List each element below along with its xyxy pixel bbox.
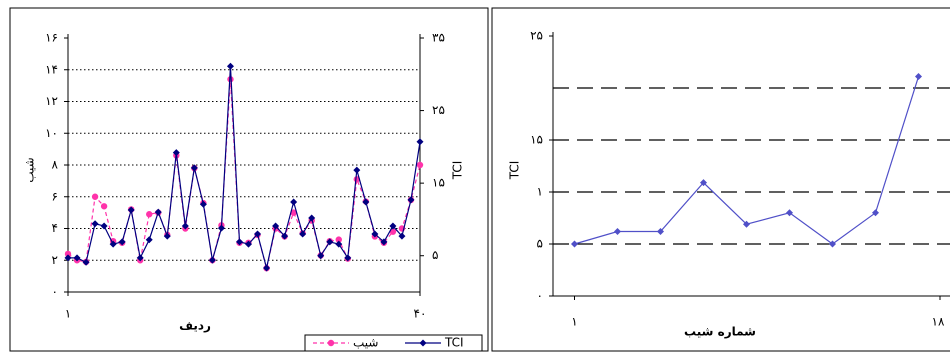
x-tick-label: ۱۸ [932,315,945,329]
point [700,179,707,187]
y-tick-label: ۲ [52,253,58,267]
point [82,258,90,266]
y-tick-label: ۱۲ [45,94,58,108]
point [64,254,72,262]
y-axis-title: TCI [508,161,522,181]
legend-box [304,334,483,352]
point [344,254,352,262]
point [100,203,108,210]
point [353,166,361,174]
y-tick-label: ۱۵ [530,133,543,147]
point [829,240,836,248]
point [100,222,108,230]
x-tick-label: ۱ [571,315,577,329]
x-axis-title: شماره شیب [684,325,756,339]
point [281,232,289,240]
point [371,230,379,238]
point [181,222,189,230]
point [380,238,388,246]
series-line [574,76,920,245]
y-tick-label: ۱۴ [45,62,58,76]
point [154,208,162,216]
point [786,209,793,217]
y2-tick-label: ۵ [432,248,438,262]
point [272,222,280,230]
y-tick-label: ۲۵ [530,29,543,43]
point [199,200,207,208]
point [743,220,750,228]
point [290,209,297,216]
point [657,228,664,236]
y-axis-title: شیب [23,157,37,182]
y-tick-label: ۱۶ [45,31,58,45]
point [362,198,370,206]
point [335,236,342,243]
point [254,230,262,238]
point [118,238,126,246]
y-tick-label: ۵ [537,237,543,251]
point [872,209,879,217]
chart-frame [491,7,950,352]
point [263,264,271,272]
y-tick-label: ۱ [537,185,543,199]
point [327,339,335,347]
legend-label: شیب [353,336,378,350]
point [389,228,397,235]
y2-axis-title: TCI [451,161,465,181]
y2-tick-label: ۳۵ [432,31,445,45]
point [109,240,117,248]
point [614,228,621,236]
point [299,230,307,238]
y-tick-label: ۴ [52,221,58,235]
chart-frame [9,7,489,352]
point [407,196,415,204]
point [235,238,243,246]
point [64,250,72,258]
series-line [68,66,421,269]
point [416,138,424,146]
x-axis-title: ردیف [179,319,211,333]
point [91,193,99,200]
point [226,62,234,70]
point [146,211,153,218]
point [290,198,298,206]
point [208,256,216,264]
legend-label: TCI [444,336,464,350]
point [308,214,316,222]
y-tick-label: ۶ [52,189,58,203]
point [136,254,144,262]
point [217,224,225,232]
x-tick-label: ۱ [65,307,71,321]
y-tick-label: ۸ [52,158,59,172]
point [73,254,81,262]
point [190,164,198,172]
point [419,339,427,347]
point [416,161,424,169]
y-tick-label: ٠ [537,289,543,303]
point [163,232,171,240]
point [91,220,99,228]
y2-tick-label: ۲۵ [432,103,445,117]
point [398,232,406,240]
point [335,240,343,248]
point [326,238,334,246]
point [245,240,253,248]
point [915,73,922,81]
point [571,240,578,248]
y-tick-label: ٠ [52,285,58,299]
point [145,236,153,244]
point [127,206,135,214]
point [227,76,234,83]
point [389,222,397,230]
point [317,252,325,260]
y2-tick-label: ۱۵ [432,176,445,190]
y-tick-label: ۱۰ [45,126,58,140]
x-tick-label: ۴۰ [414,307,427,321]
point [172,149,180,157]
